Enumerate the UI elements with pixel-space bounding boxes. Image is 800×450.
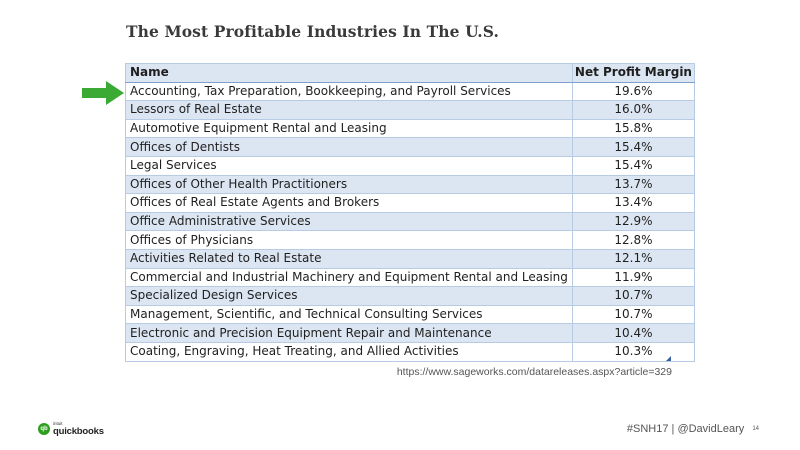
logo-wordmark: intuit quickbooks <box>53 421 104 437</box>
profit-margin-cell: 15.4% <box>571 155 695 176</box>
industry-name-cell: Offices of Real Estate Agents and Broker… <box>125 193 573 213</box>
industry-name-cell: Specialized Design Services <box>125 286 573 306</box>
table-row: Lessors of Real Estate 16.0% <box>125 100 695 120</box>
profit-margin-cell: 15.4% <box>571 137 695 157</box>
source-url: https://www.sageworks.com/datareleases.a… <box>396 366 672 378</box>
table-row: Office Administrative Services 12.9% <box>125 211 695 232</box>
industry-name-cell: Office Administrative Services <box>125 211 573 232</box>
profit-margin-cell: 12.9% <box>571 211 695 232</box>
table-row: Specialized Design Services 10.7% <box>125 286 695 306</box>
profit-margin-cell: 10.3% <box>571 341 695 362</box>
profit-margin-cell: 12.8% <box>571 230 695 250</box>
table-row: Coating, Engraving, Heat Treating, and A… <box>125 341 695 362</box>
industry-name-cell: Coating, Engraving, Heat Treating, and A… <box>125 341 573 362</box>
table-row: Activities Related to Real Estate 12.1% <box>125 248 695 269</box>
logo-quickbooks-text: quickbooks <box>53 425 104 437</box>
table-body: Accounting, Tax Preparation, Bookkeeping… <box>125 81 695 362</box>
table-header-row: Name Net Profit Margin <box>125 63 695 83</box>
page-number: 14 <box>752 426 759 433</box>
profit-margin-cell: 10.4% <box>571 323 695 343</box>
profit-margin-cell: 10.7% <box>571 304 695 325</box>
table-row: Management, Scientific, and Technical Co… <box>125 304 695 325</box>
table-row: Offices of Other Health Practitioners 13.… <box>125 174 695 195</box>
profit-margin-cell: 13.7% <box>571 174 695 195</box>
table-row: Offices of Real Estate Agents and Broker… <box>125 193 695 213</box>
industry-name-cell: Management, Scientific, and Technical Co… <box>125 304 573 325</box>
profit-margin-cell: 13.4% <box>571 193 695 213</box>
table-row: Offices of Physicians 12.8% <box>125 230 695 250</box>
profit-margin-cell: 11.9% <box>571 267 695 288</box>
slide-title: The Most Profitable Industries In The U.… <box>126 22 499 41</box>
footer: #SNH17 | @DavidLeary 14 <box>627 423 759 435</box>
profit-margin-cell: 16.0% <box>571 100 695 120</box>
industry-name-cell: Legal Services <box>125 155 573 176</box>
industry-name-cell: Accounting, Tax Preparation, Bookkeeping… <box>125 81 573 102</box>
table-row: Commercial and Industrial Machinery and … <box>125 267 695 288</box>
industry-name-cell: Lessors of Real Estate <box>125 100 573 120</box>
logo-intuit-text: intuit <box>53 421 63 426</box>
table-row: Legal Services 15.4% <box>125 155 695 176</box>
profit-margin-table: Name Net Profit Margin Accounting, Tax P… <box>125 63 695 362</box>
industry-name-cell: Offices of Dentists <box>125 137 573 157</box>
table-row: Offices of Dentists 15.4% <box>125 137 695 157</box>
profit-margin-cell: 12.1% <box>571 248 695 269</box>
quickbooks-logo-icon: qb <box>38 423 50 435</box>
table-resize-handle <box>666 356 671 361</box>
industry-name-cell: Activities Related to Real Estate <box>125 248 573 269</box>
table-row: Electronic and Precision Equipment Repai… <box>125 323 695 343</box>
table-row: Automotive Equipment Rental and Leasing 1… <box>125 118 695 139</box>
footer-handle: #SNH17 | @DavidLeary <box>626 423 745 435</box>
profit-margin-cell: 19.6% <box>571 81 695 102</box>
table-row: Accounting, Tax Preparation, Bookkeeping… <box>125 81 695 102</box>
industry-name-cell: Electronic and Precision Equipment Repai… <box>125 323 573 343</box>
industry-name-cell: Automotive Equipment Rental and Leasing <box>125 118 573 139</box>
quickbooks-logo: qb intuit quickbooks <box>38 421 104 437</box>
industry-name-cell: Offices of Other Health Practitioners <box>125 174 573 195</box>
profit-margin-cell: 10.7% <box>571 286 695 306</box>
column-header-margin: Net Profit Margin <box>571 63 695 83</box>
profit-margin-cell: 15.8% <box>571 118 695 139</box>
column-header-name: Name <box>125 63 573 83</box>
industry-name-cell: Commercial and Industrial Machinery and … <box>125 267 573 288</box>
arrow-right-icon <box>82 81 124 105</box>
industry-name-cell: Offices of Physicians <box>125 230 573 250</box>
